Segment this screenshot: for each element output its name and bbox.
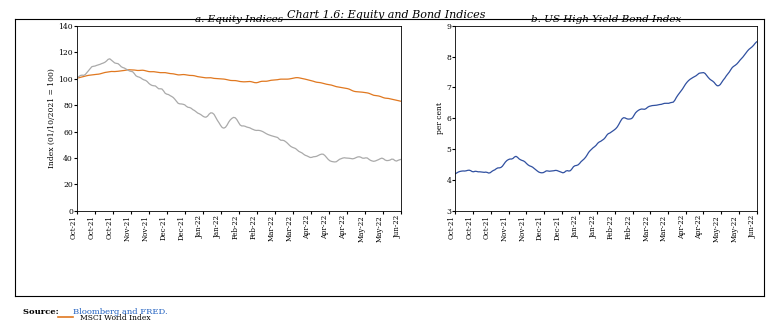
Text: Bloomberg and FRED.: Bloomberg and FRED.	[73, 308, 168, 316]
Title: b. US High Yield Bond Index: b. US High Yield Bond Index	[531, 14, 681, 24]
Legend: MSCI World Index, Goldman Sachs Loss Making Technology Index: MSCI World Index, Goldman Sachs Loss Mak…	[55, 311, 262, 322]
Text: Chart 1.6: Equity and Bond Indices: Chart 1.6: Equity and Bond Indices	[286, 10, 486, 20]
Title: a. Equity Indices: a. Equity Indices	[195, 14, 283, 24]
Text: Source:: Source:	[23, 308, 62, 316]
Y-axis label: Index (01/10/2021 = 100): Index (01/10/2021 = 100)	[48, 68, 56, 168]
Y-axis label: per cent: per cent	[435, 102, 444, 134]
